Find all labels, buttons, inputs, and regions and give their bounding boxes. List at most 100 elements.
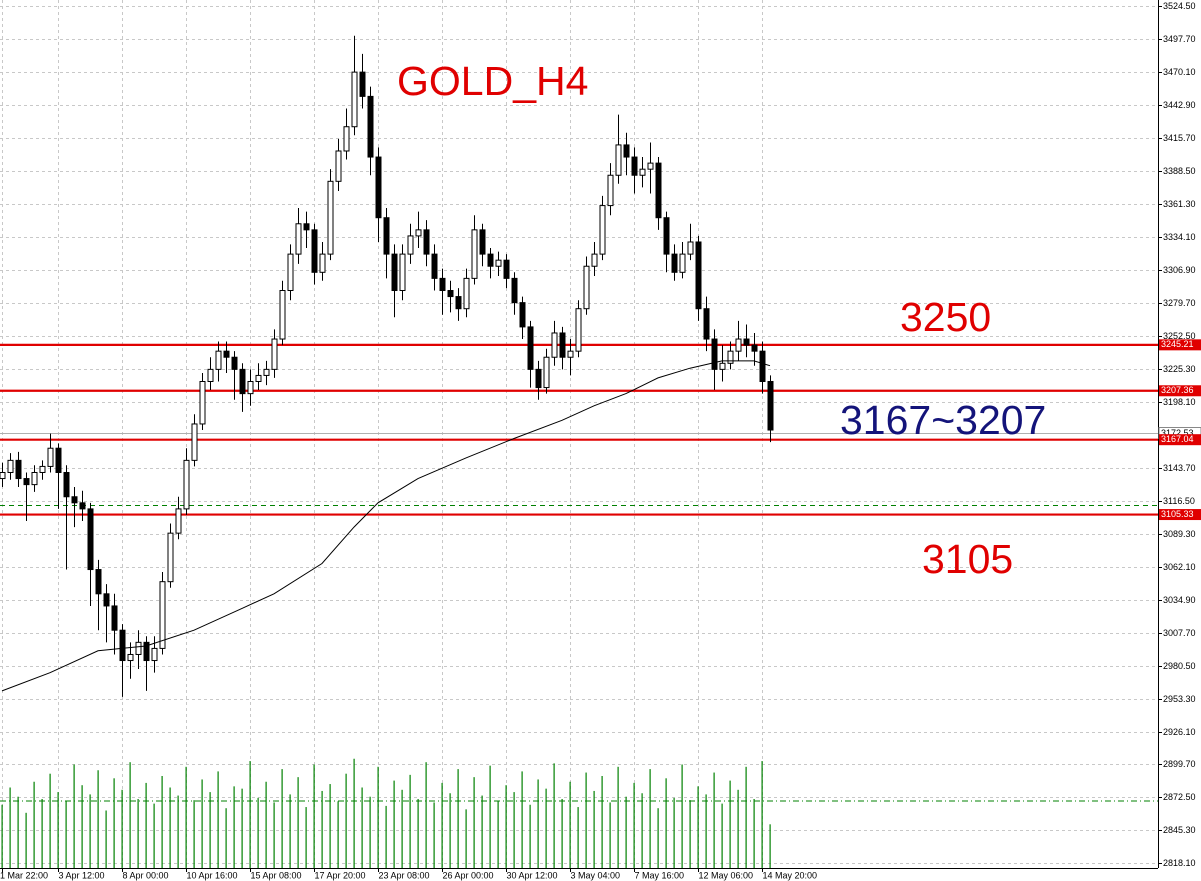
volume-bar <box>289 794 291 868</box>
candle-body <box>231 356 238 370</box>
candle-body <box>615 144 622 176</box>
candle-body <box>399 253 406 292</box>
candle-body <box>511 277 518 304</box>
volume-bar <box>513 792 515 868</box>
volume-bar <box>209 792 211 868</box>
volume-bar <box>553 763 555 868</box>
x-tick-label: 1 Mar 22:00 <box>0 870 48 880</box>
volume-bar <box>697 786 699 868</box>
y-tick-label: 2980.50 <box>1163 661 1196 671</box>
candle-body <box>711 338 718 370</box>
candle-body <box>535 368 542 389</box>
volume-bar <box>577 807 579 868</box>
candle-body <box>575 308 582 352</box>
volume-bar <box>561 799 563 868</box>
volume-bar <box>681 764 683 868</box>
candle-body <box>327 180 334 255</box>
volume-bar <box>593 790 595 868</box>
volume-bar <box>385 805 387 868</box>
volume-bar <box>145 782 147 868</box>
x-tick-label: 23 Apr 08:00 <box>379 870 430 880</box>
volume-bar <box>153 803 155 868</box>
volume-bar <box>297 777 299 868</box>
chart-title: GOLD_H4 <box>397 58 588 104</box>
volume-bar <box>505 785 507 868</box>
volume-bar <box>33 781 35 868</box>
volume-bar <box>1 804 3 868</box>
candle-body <box>39 465 46 473</box>
candle-body <box>567 350 574 358</box>
y-tick-label: 3116.50 <box>1163 496 1195 506</box>
volume-bar <box>41 799 43 868</box>
volume-bar <box>713 772 715 868</box>
volume-bar <box>529 804 531 868</box>
volume-bar <box>257 797 259 868</box>
candle-body <box>527 326 534 370</box>
volume-bar <box>545 788 547 868</box>
candles <box>0 35 774 697</box>
y-tick-label: 2818.10 <box>1163 858 1196 868</box>
candle-body <box>23 478 30 486</box>
volume-bar <box>65 801 67 868</box>
annotation: 3105 <box>922 536 1013 582</box>
candle-body <box>119 629 126 662</box>
candle-body <box>151 647 158 662</box>
x-tick-label: 30 Apr 12:00 <box>507 870 558 880</box>
volume-bar <box>425 762 427 868</box>
candle-body <box>199 380 206 425</box>
candle-body <box>103 593 110 607</box>
volume-bar <box>657 808 659 868</box>
volume-bar <box>281 769 283 868</box>
volume-bar <box>569 781 571 868</box>
volume-pane <box>1 758 771 868</box>
candle-body <box>391 253 398 292</box>
volume-bar <box>169 787 171 868</box>
y-tick-label: 2872.50 <box>1163 792 1196 802</box>
x-tick-label: 14 May 20:00 <box>763 870 818 880</box>
volume-bar <box>81 785 83 868</box>
candle-body <box>111 605 118 631</box>
candle-body <box>343 126 350 152</box>
level-tag <box>1159 385 1201 397</box>
volume-bar <box>489 765 491 868</box>
y-tick-label: 2899.70 <box>1163 759 1196 769</box>
candle-body <box>767 380 774 431</box>
level-tag-label: 3207.36 <box>1161 385 1194 395</box>
candle-body <box>183 459 190 510</box>
volume-bar <box>49 773 51 868</box>
volume-bar <box>465 809 467 868</box>
level-tag-label: 3167.04 <box>1161 434 1194 444</box>
candle-body <box>271 338 278 370</box>
y-tick-label: 3442.90 <box>1163 100 1196 110</box>
candle-body <box>247 380 254 395</box>
candle-body <box>751 344 758 352</box>
volume-bar <box>273 802 275 868</box>
volume-bar <box>721 803 723 868</box>
candle-body <box>671 253 678 273</box>
volume-bar <box>497 801 499 868</box>
volume-bar <box>609 802 611 868</box>
candle-body <box>47 447 54 467</box>
volume-bar <box>25 812 27 868</box>
volume-bar <box>57 792 59 868</box>
candle-body <box>31 471 38 486</box>
volume-bar <box>753 799 755 868</box>
candle-body <box>279 290 286 340</box>
volume-bar <box>161 776 163 868</box>
candle-body <box>55 447 62 473</box>
volume-bar <box>329 784 331 868</box>
candle-body <box>7 459 14 473</box>
y-tick-label: 2926.10 <box>1163 727 1196 737</box>
candle-body <box>95 569 102 595</box>
volume-bar <box>233 786 235 868</box>
x-tick-label: 3 May 04:00 <box>571 870 621 880</box>
volume-bar <box>337 801 339 868</box>
candle-body <box>583 265 590 310</box>
candle-body <box>679 253 686 273</box>
volume-bar <box>361 787 363 868</box>
x-tick-label: 10 Apr 16:00 <box>187 870 238 880</box>
volume-bar <box>121 789 123 868</box>
volume-bar <box>473 777 475 868</box>
candle-body <box>495 259 502 267</box>
volume-bar <box>601 776 603 868</box>
